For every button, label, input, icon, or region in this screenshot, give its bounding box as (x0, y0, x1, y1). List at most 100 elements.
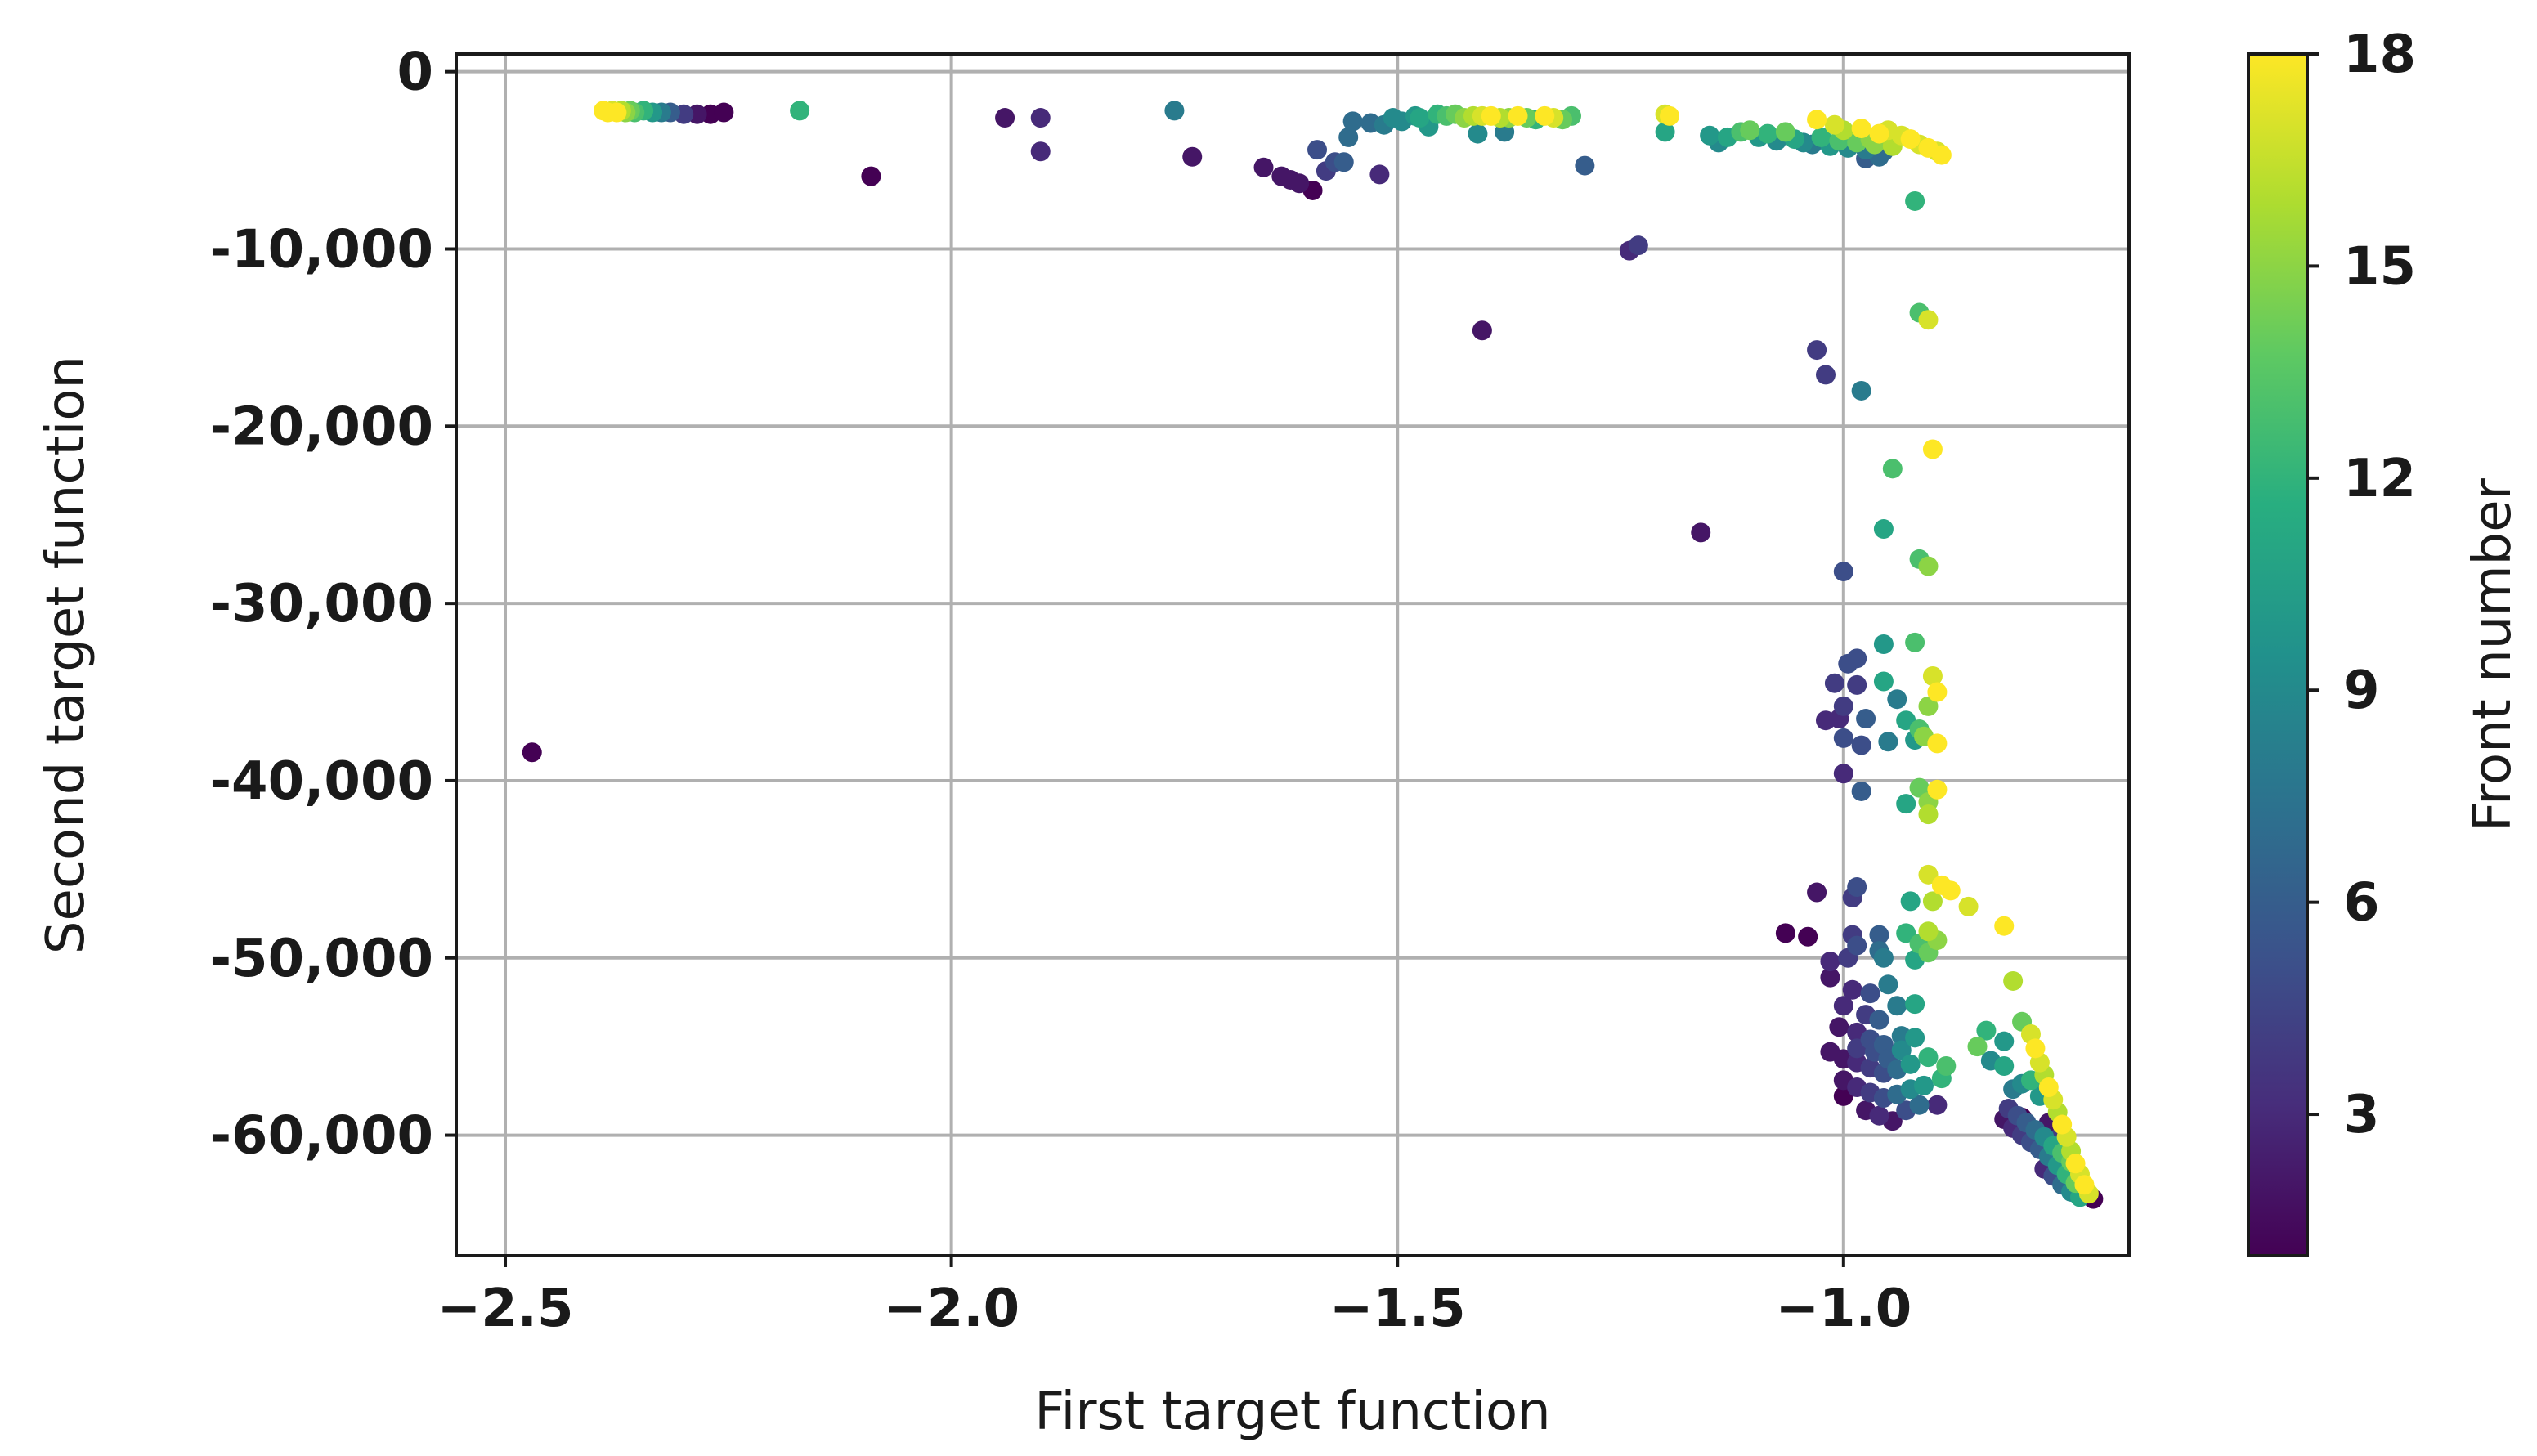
scatter-point (1333, 152, 1354, 172)
scatter-point (2074, 1175, 2095, 1195)
scatter-point (1891, 1040, 1912, 1060)
scatter-point (995, 108, 1015, 128)
scatter-point (1905, 632, 1925, 652)
scatter-point (1905, 1028, 1925, 1048)
scatter-point (1851, 735, 1871, 755)
scatter-point (1481, 105, 1501, 126)
y-tick-label: 0 (397, 43, 433, 103)
scatter-point (1508, 105, 1528, 126)
scatter-point (1909, 777, 1930, 798)
y-tick-label: -10,000 (209, 219, 433, 280)
scatter-point (1994, 916, 2015, 936)
scatter-point (1468, 123, 1488, 144)
scatter-point (1833, 764, 1853, 784)
scatter-point (1838, 653, 1858, 674)
scatter-point (1811, 127, 1831, 147)
x-tick-label: −1.5 (1329, 1279, 1466, 1339)
scatter-point (1869, 1010, 1889, 1030)
scatter-point (1918, 696, 1939, 716)
scatter-point (1700, 125, 1720, 146)
scatter-point (1807, 882, 1827, 903)
scatter-point (1824, 114, 1844, 135)
scatter-point (1900, 891, 1921, 912)
scatter-point (1887, 689, 1907, 710)
scatter-point (1918, 1047, 1939, 1068)
scatter-point (1918, 864, 1939, 885)
scatter-point (1820, 952, 1840, 972)
scatter-point (1655, 122, 1675, 142)
x-axis-label: First target function (1034, 1382, 1550, 1442)
scatter-point (607, 102, 627, 123)
scatter-point (1869, 925, 1889, 945)
scatter-point (1882, 459, 1903, 479)
scatter-point (1660, 105, 1680, 126)
scatter-point (790, 101, 810, 121)
scatter-point (1829, 1017, 1849, 1037)
scatter-point (1927, 1095, 1948, 1115)
y-tick-label: -40,000 (209, 751, 433, 812)
x-tick-label: −2.5 (437, 1279, 574, 1339)
y-tick-label: -30,000 (209, 574, 433, 634)
scatter-point (1927, 682, 1948, 702)
scatter-point (861, 166, 881, 186)
scatter-point (714, 102, 734, 123)
scatter-point (1878, 974, 1898, 995)
scatter-point (1775, 923, 1795, 943)
scatter-point (1847, 674, 1867, 695)
scatter-point (1691, 522, 1711, 543)
x-tick-label: −2.0 (883, 1279, 1020, 1339)
colorbar (2247, 52, 2309, 1257)
scatter-point (1030, 108, 1051, 128)
scatter-point (2003, 970, 2024, 991)
scatter-point (1900, 129, 1921, 150)
scatter-point (1338, 127, 1359, 147)
scatter-point (1253, 157, 1274, 177)
scatter-point (1289, 173, 1310, 194)
scatter-point (1833, 996, 1853, 1016)
scatter-point (1758, 123, 1778, 144)
scatter-point (1798, 926, 1818, 947)
scatter-point (1905, 994, 1925, 1015)
scatter-point (1887, 996, 1907, 1016)
scatter-point (1856, 709, 1876, 729)
scatter-point (1873, 671, 1894, 692)
scatter-point (1869, 1105, 1889, 1126)
scatter-point (1958, 896, 1979, 916)
scatter-point (1342, 111, 1363, 132)
scatter-point (1918, 556, 1939, 576)
scatter-point (1869, 123, 1889, 144)
scatter-point (1927, 779, 1948, 800)
scatter-point (1905, 190, 1925, 211)
scatter-point (1940, 880, 1961, 901)
scatter-point (1807, 340, 1827, 361)
scatter-point (1922, 891, 1943, 912)
scatter-point (2065, 1154, 2086, 1174)
y-tick-label: -60,000 (209, 1106, 433, 1167)
scatter-point (1535, 105, 1555, 126)
scatter-point (1410, 108, 1430, 128)
scatter-point (1824, 673, 1844, 693)
scatter-point (1182, 146, 1203, 167)
scatter-point (1807, 110, 1827, 130)
scatter-point (1896, 794, 1916, 814)
scatter-point (1914, 1075, 1934, 1095)
scatter-point (1847, 877, 1867, 898)
scatter-point (1860, 983, 1880, 1004)
scatter-point (1030, 141, 1051, 162)
colorbar-tick-label: 15 (2343, 236, 2416, 297)
scatter-point (1842, 979, 1862, 1000)
scatter-point (1976, 1020, 1997, 1041)
scatter-point (1164, 101, 1185, 121)
scatter-point (1967, 1037, 1988, 1057)
scatter-point (2025, 1038, 2046, 1059)
scatter-point (1994, 1031, 2015, 1051)
colorbar-tick-label: 9 (2343, 661, 2380, 721)
x-tick-label: −1.0 (1775, 1279, 1912, 1339)
scatter-point (1936, 1056, 1957, 1077)
scatter-point (1307, 140, 1328, 160)
scatter-point (522, 742, 542, 763)
data-points (522, 101, 2104, 1209)
scatter-point (1873, 948, 1894, 968)
scatter-point (2038, 1077, 2059, 1098)
